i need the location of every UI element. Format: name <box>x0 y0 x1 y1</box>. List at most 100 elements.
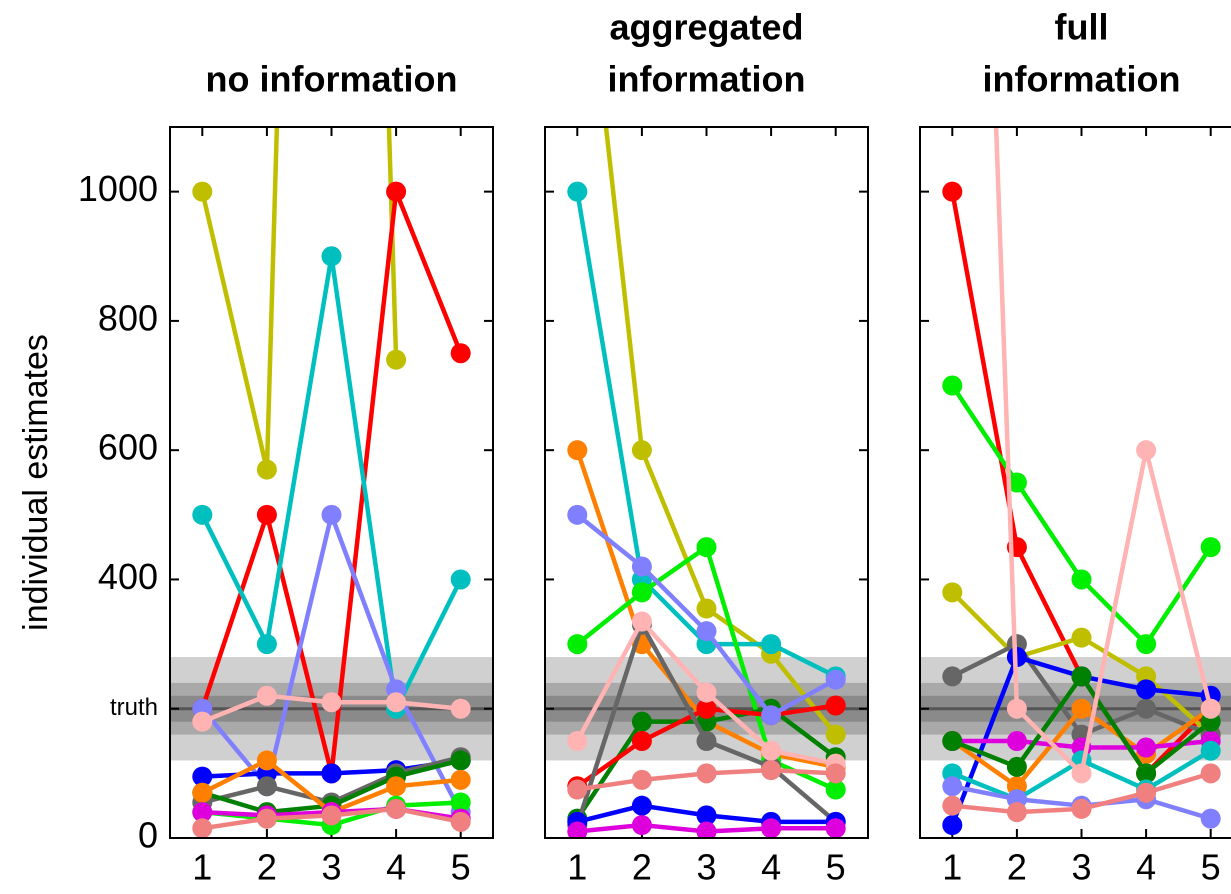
data-point <box>1006 472 1027 493</box>
data-point <box>942 776 963 797</box>
data-point <box>825 695 846 716</box>
data-point <box>1200 537 1221 558</box>
data-point <box>942 375 963 396</box>
data-point <box>567 731 588 752</box>
x-tick-label: 4 <box>761 847 781 888</box>
x-tick-label: 1 <box>567 847 587 888</box>
data-point <box>386 349 407 370</box>
data-point <box>1136 679 1157 700</box>
data-point <box>696 731 717 752</box>
x-tick-label: 3 <box>321 847 341 888</box>
data-point <box>450 698 471 719</box>
data-point <box>761 760 782 781</box>
data-point <box>192 181 213 202</box>
x-tick-label: 1 <box>942 847 962 888</box>
data-point <box>386 776 407 797</box>
data-point <box>825 763 846 784</box>
data-point <box>1136 782 1157 803</box>
data-point <box>761 705 782 726</box>
data-point <box>567 440 588 461</box>
data-point <box>1136 634 1157 655</box>
x-tick-label: 5 <box>1201 847 1221 888</box>
data-point <box>631 711 652 732</box>
data-point <box>386 798 407 819</box>
panel-title: no information <box>206 59 458 100</box>
data-point <box>696 763 717 784</box>
data-point <box>256 634 277 655</box>
data-point <box>1200 698 1221 719</box>
data-point <box>567 634 588 655</box>
data-point <box>321 763 342 784</box>
data-point <box>825 669 846 690</box>
data-point <box>567 181 588 202</box>
x-tick-label: 1 <box>192 847 212 888</box>
data-point <box>825 724 846 745</box>
data-point <box>696 698 717 719</box>
data-point <box>825 818 846 838</box>
data-point <box>631 731 652 752</box>
data-point <box>321 692 342 713</box>
x-tick-label: 3 <box>696 847 716 888</box>
panel <box>920 127 1231 838</box>
series-line <box>200 254 463 711</box>
data-point <box>192 818 213 838</box>
data-point <box>1200 763 1221 784</box>
y-tick-label: 600 <box>98 427 158 468</box>
data-point <box>1071 627 1092 648</box>
data-point <box>450 750 471 771</box>
data-point <box>761 818 782 838</box>
frame <box>919 126 1231 839</box>
frame <box>169 126 494 839</box>
data-point <box>696 598 717 619</box>
data-point <box>825 779 846 800</box>
panel-title: aggregated <box>609 7 803 48</box>
data-point <box>631 769 652 790</box>
data-point <box>1136 737 1157 758</box>
data-point <box>450 343 471 364</box>
x-tick-label: 3 <box>1071 847 1091 888</box>
data-point <box>942 795 963 816</box>
x-tick-label: 2 <box>257 847 277 888</box>
data-point <box>942 181 963 202</box>
data-point <box>321 246 342 267</box>
data-point <box>761 634 782 655</box>
data-point <box>1006 756 1027 777</box>
data-point <box>1136 763 1157 784</box>
data-point <box>1136 698 1157 719</box>
x-tick-label: 2 <box>632 847 652 888</box>
series-line <box>200 127 399 472</box>
data-point <box>386 181 407 202</box>
data-point <box>1071 569 1092 590</box>
data-point <box>631 795 652 816</box>
data-point <box>696 537 717 558</box>
data-point <box>256 750 277 771</box>
data-point <box>942 666 963 687</box>
x-tick-label: 4 <box>386 847 406 888</box>
data-point <box>1071 798 1092 819</box>
data-point <box>192 504 213 525</box>
data-point <box>256 685 277 706</box>
data-point <box>942 815 963 836</box>
data-point <box>386 692 407 713</box>
data-point <box>631 440 652 461</box>
data-point <box>567 821 588 838</box>
data-point <box>1200 808 1221 829</box>
y-tick-label: 0 <box>138 815 158 856</box>
data-point <box>450 811 471 832</box>
data-point <box>1071 666 1092 687</box>
data-point <box>761 740 782 761</box>
x-tick-label: 2 <box>1007 847 1027 888</box>
data-point <box>567 504 588 525</box>
data-point <box>631 582 652 603</box>
data-point <box>450 569 471 590</box>
data-point <box>942 582 963 603</box>
x-tick-label: 4 <box>1136 847 1156 888</box>
data-point <box>192 782 213 803</box>
data-point <box>631 815 652 836</box>
panel <box>545 127 868 838</box>
data-point <box>696 682 717 703</box>
data-point <box>942 731 963 752</box>
data-point <box>631 611 652 632</box>
data-point <box>256 808 277 829</box>
